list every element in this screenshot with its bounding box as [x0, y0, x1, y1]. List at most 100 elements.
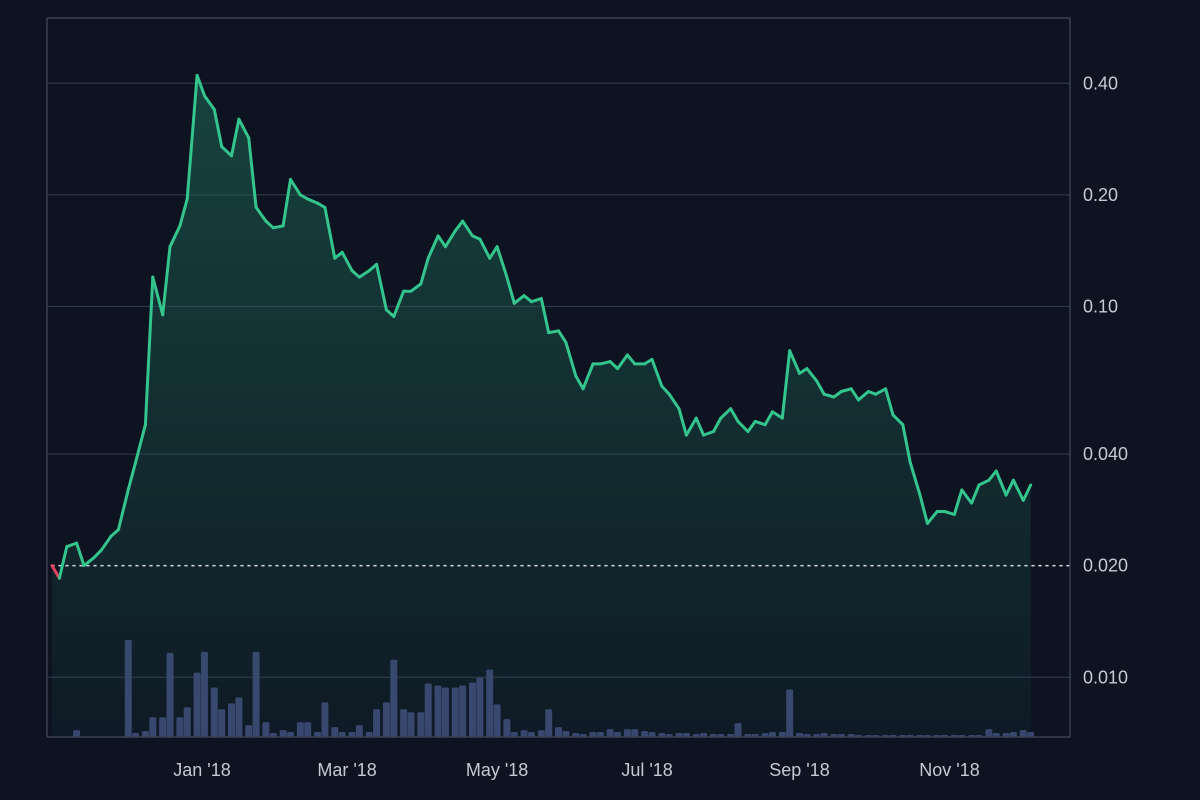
price-line-segment — [409, 282, 423, 293]
y-tick-label: 0.20 — [1083, 185, 1118, 205]
price-line-segment — [780, 349, 792, 420]
price-line-segment — [822, 392, 836, 399]
price-line-segment — [168, 224, 182, 249]
price-line-segment — [684, 416, 698, 437]
price-line-segment — [134, 423, 147, 464]
price-line-segment — [522, 294, 533, 304]
price-line-segment — [512, 294, 526, 305]
price-line-segment — [547, 329, 560, 335]
price-line-segment — [143, 275, 155, 427]
price-line-segment — [667, 392, 681, 411]
price-line-segment — [109, 528, 120, 538]
price-line-segment — [237, 117, 251, 140]
price-line-segment — [952, 488, 964, 516]
price-line-segment — [375, 262, 388, 312]
price-area-fill — [52, 75, 1031, 737]
price-line-segment — [323, 205, 337, 260]
price-line-segment — [815, 379, 826, 396]
price-line-segment — [719, 407, 733, 420]
price-line-segment — [230, 117, 241, 158]
price-line-segment — [891, 413, 905, 427]
price-line-segment — [505, 275, 516, 305]
price-line-segment — [763, 410, 774, 427]
price-line-segment — [1011, 478, 1025, 502]
price-line-segment — [443, 229, 457, 249]
y-tick-label: 0.40 — [1083, 73, 1118, 93]
price-line-segment — [874, 387, 888, 396]
price-line-segment — [702, 430, 715, 437]
x-tick-label: Jan '18 — [173, 760, 230, 780]
price-line-segment — [564, 340, 578, 378]
price-line-segment — [712, 416, 723, 433]
x-tick-label: Mar '18 — [317, 760, 376, 780]
price-line-segment — [212, 108, 224, 149]
price-line-segment — [220, 145, 233, 158]
price-line-segment — [203, 94, 216, 111]
price-line-segment — [530, 297, 543, 304]
y-axis-labels: 0.40 0.20 0.10 0.040 0.020 0.010 — [1083, 73, 1128, 687]
price-line-segment — [839, 387, 853, 393]
price-line-segment — [943, 510, 956, 516]
price-line-segment — [616, 353, 629, 371]
price-line-segment — [161, 245, 172, 317]
price-line-segment — [832, 390, 843, 399]
price-line-segment — [918, 493, 929, 525]
price-line-segment — [436, 234, 447, 249]
price-line-segment — [333, 250, 344, 260]
price-line-segment — [598, 360, 612, 366]
price-line — [50, 73, 1033, 580]
price-line-segment — [660, 384, 671, 396]
price-line-segment — [994, 469, 1008, 497]
price-line-segment — [488, 245, 499, 260]
price-line-segment — [126, 460, 138, 492]
price-line-segment — [478, 237, 492, 260]
price-line-segment — [557, 329, 568, 344]
price-line-segment — [771, 410, 784, 420]
price-line-segment — [677, 407, 688, 437]
price-line-segment — [901, 423, 912, 464]
plot-frame — [46, 17, 1071, 738]
price-line-segment — [746, 419, 757, 433]
x-tick-label: Jul '18 — [621, 760, 672, 780]
price-line-segment — [57, 545, 69, 580]
price-line-segment — [116, 488, 130, 532]
price-line-segment — [729, 407, 740, 423]
x-tick-label: Nov '18 — [919, 760, 979, 780]
price-line-segment — [99, 534, 113, 552]
price-line-segment — [625, 353, 637, 366]
price-line-segment — [650, 357, 664, 388]
price-line-segment — [289, 178, 302, 197]
price-line-segment — [495, 245, 509, 279]
price-line-segment — [977, 478, 991, 487]
price-line-segment — [736, 419, 750, 433]
y-tick-label: 0.010 — [1083, 667, 1128, 687]
price-line-segment — [178, 197, 189, 228]
price-line-segment — [1004, 478, 1015, 497]
y-tick-label: 0.040 — [1083, 444, 1128, 464]
price-line-segment — [65, 541, 79, 549]
price-line-segment — [574, 374, 585, 391]
price-line-segment — [384, 308, 396, 318]
price-line-segment — [247, 136, 258, 209]
price-line-segment — [419, 256, 430, 286]
price-line-segment — [92, 548, 103, 560]
price-line-segment — [357, 269, 371, 279]
price-area — [52, 75, 1031, 737]
price-line-segment — [608, 360, 620, 371]
price-line-segment — [694, 416, 706, 437]
price-line-segment — [461, 219, 474, 238]
x-tick-label: Sep '18 — [769, 760, 830, 780]
price-line-segment — [453, 219, 465, 233]
price-line-segment — [908, 460, 922, 497]
price-line-segment — [271, 224, 285, 230]
price-line-segment — [392, 289, 406, 318]
y-tick-label: 0.10 — [1083, 297, 1118, 317]
price-line-segment — [987, 469, 998, 482]
price-line-segment — [426, 234, 440, 260]
price-line-segment — [753, 419, 767, 427]
price-line-segment — [254, 205, 268, 223]
price-line-segment — [195, 73, 206, 98]
y-tick-label: 0.020 — [1083, 556, 1128, 576]
